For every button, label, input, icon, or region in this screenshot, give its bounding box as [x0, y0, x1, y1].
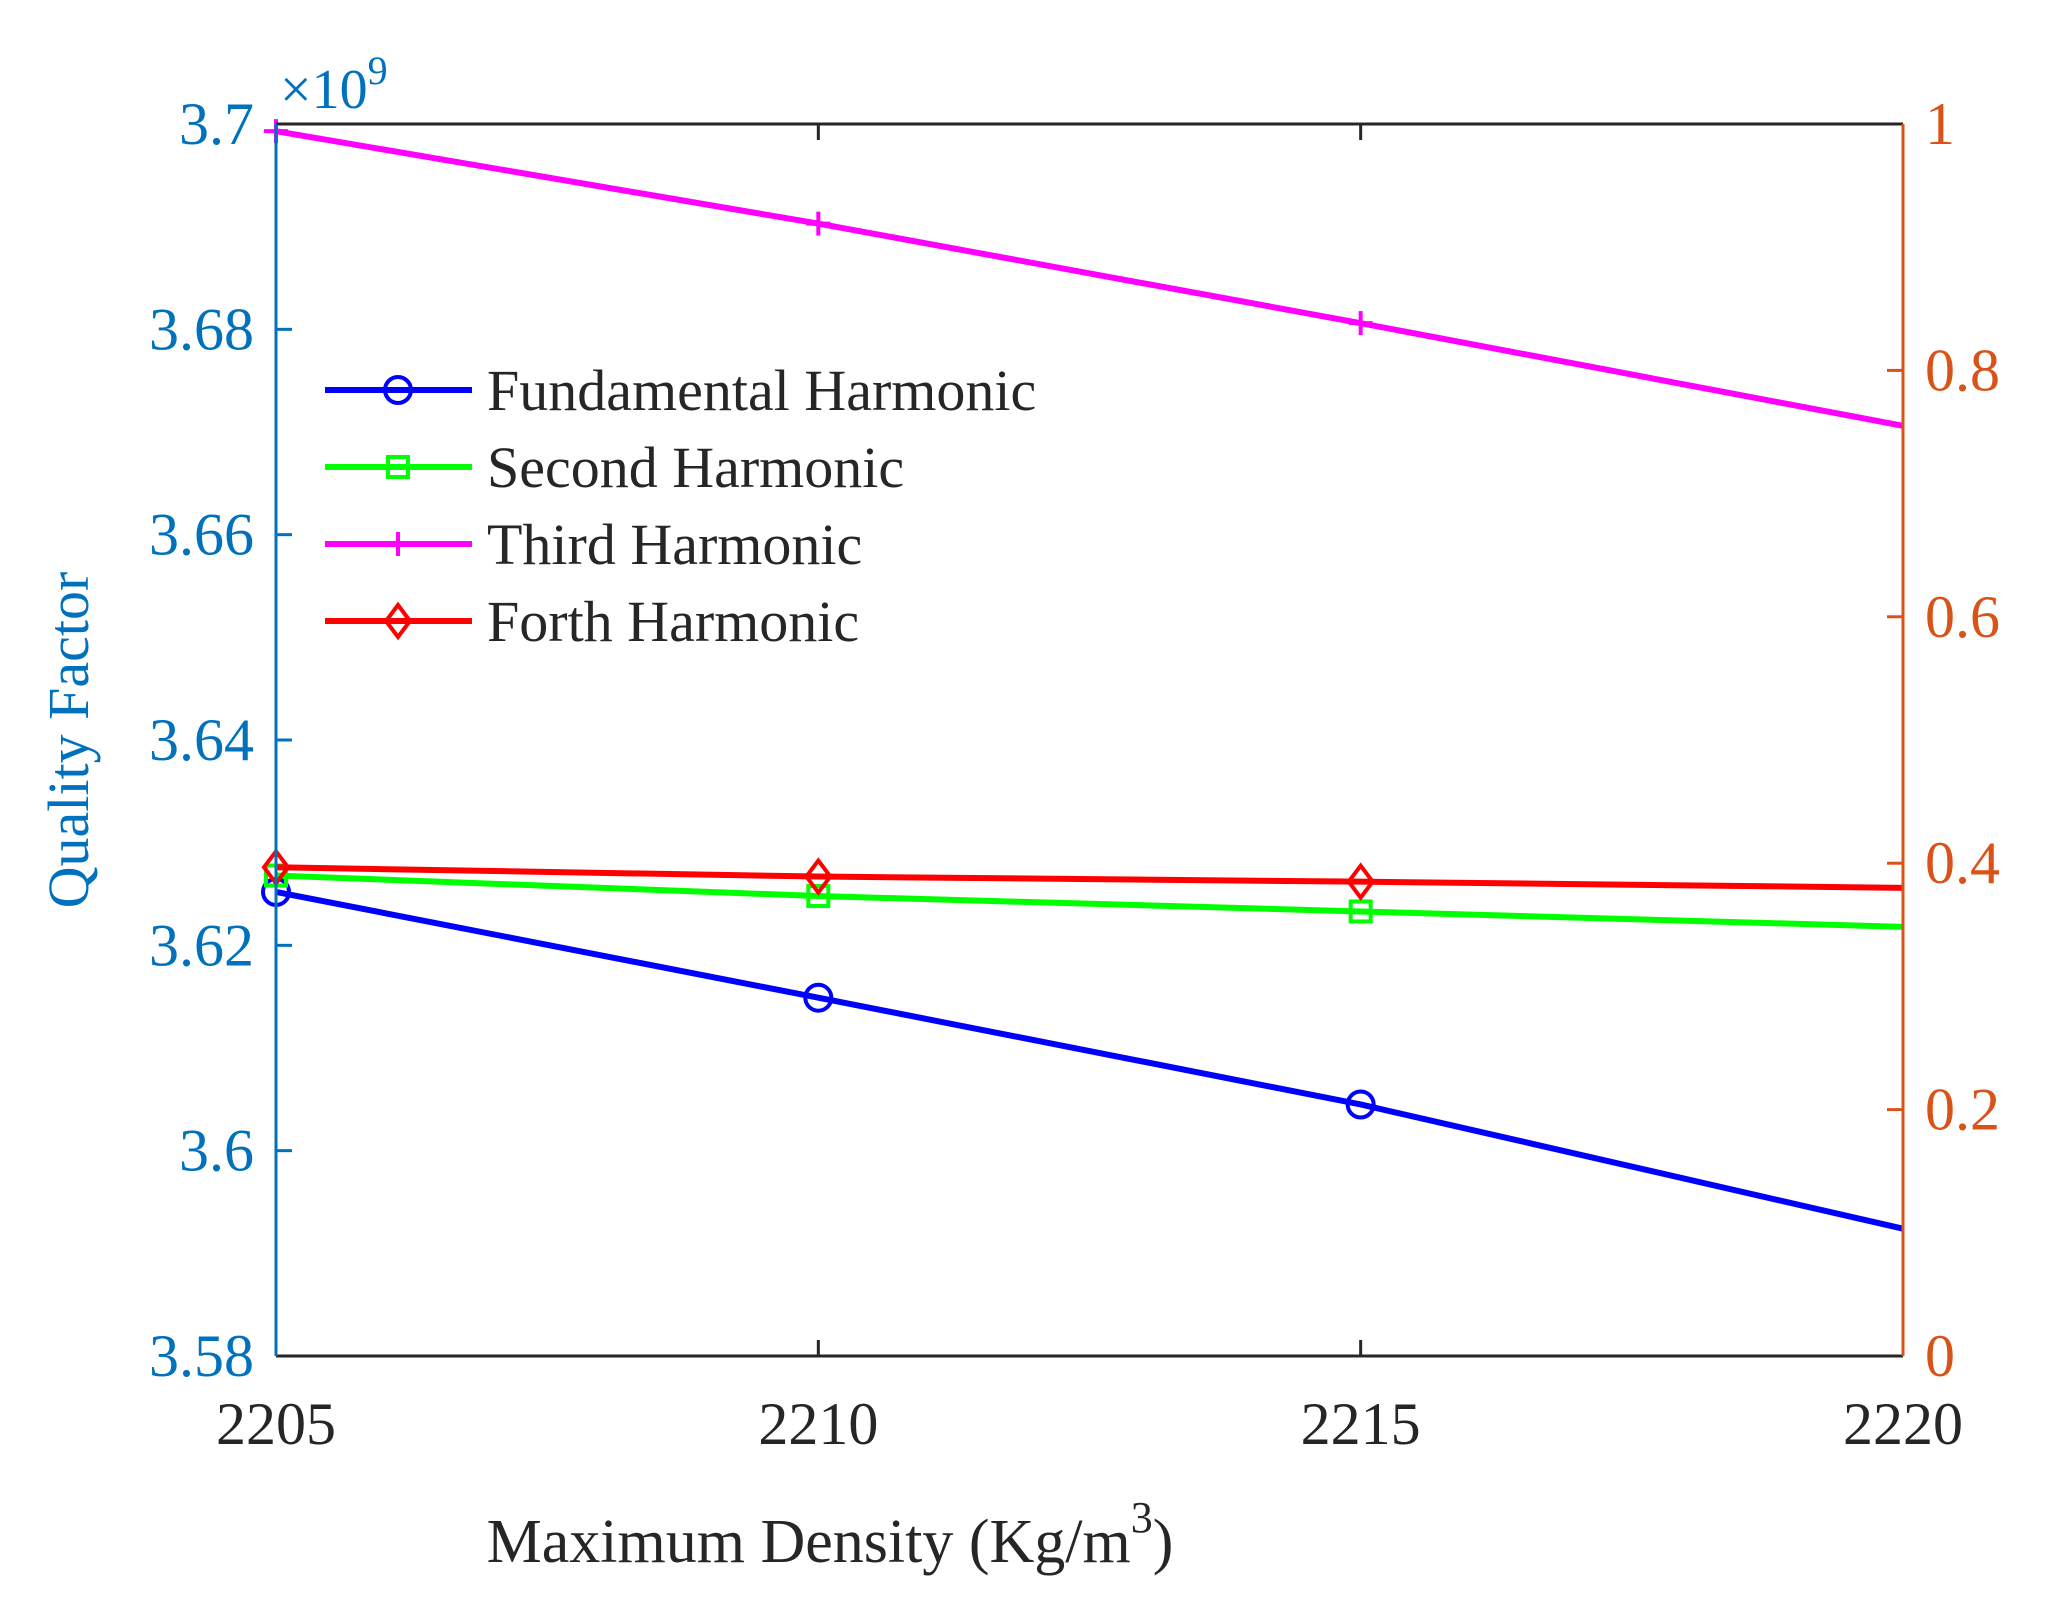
- y2-tick-label: 0: [1925, 1323, 1955, 1389]
- legend-entry-second-harmonic: Second Harmonic: [325, 435, 904, 500]
- y-tick-label: 3.6: [179, 1118, 254, 1184]
- x-tick-label: 2215: [1301, 1391, 1421, 1457]
- data-point-second-harmonic: [806, 884, 831, 909]
- legend: Fundamental Harmonic Second Harmonic Third…: [325, 358, 1036, 654]
- y2-tick-label: 0.8: [1925, 337, 2000, 403]
- legend-swatch-marker: [386, 532, 410, 556]
- legend-entry-fundamental-harmonic: Fundamental Harmonic: [325, 358, 1036, 423]
- legend-swatch-marker: [383, 375, 413, 405]
- legend-entry-third-harmonic: Third Harmonic: [325, 512, 862, 577]
- series-second-harmonic: [264, 863, 1904, 930]
- y-exponent-power: 9: [368, 48, 388, 93]
- x-tick-labels: 2205 2210 2215 2220: [216, 1391, 1963, 1457]
- series-line-second-harmonic: [275, 872, 1904, 930]
- legend-entry-forth-harmonic: Forth Harmonic: [325, 589, 859, 654]
- series-line-third-harmonic: [275, 128, 1904, 429]
- legend-label: Second Harmonic: [487, 435, 904, 500]
- legend-swatch-marker: [383, 601, 413, 641]
- y-tick-label: 3.62: [149, 912, 254, 978]
- tick-marks: [274, 122, 1905, 1358]
- data-point-fundamental-harmonic: [803, 982, 834, 1013]
- data-point-second-harmonic: [1348, 899, 1373, 924]
- data-point-third-harmonic: [806, 211, 831, 236]
- x-axis-label: Maximum Density (Kg/m3): [487, 1493, 1174, 1576]
- y-exponent-prefix: ×10: [280, 59, 368, 121]
- x-tick-label: 2220: [1843, 1391, 1963, 1457]
- y-tick-label: 3.58: [149, 1323, 254, 1389]
- y-tick-label: 3.66: [149, 502, 254, 568]
- data-point-forth-harmonic: [1346, 862, 1376, 902]
- x-tick-label: 2210: [758, 1391, 878, 1457]
- y2-tick-label: 0.6: [1925, 584, 2000, 650]
- series-line-forth-harmonic: [275, 864, 1904, 891]
- legend-swatch-marker: [386, 455, 410, 479]
- y-tick-label: 3.64: [149, 707, 254, 773]
- y-tick-label: 3.7: [179, 91, 254, 157]
- y2-tick-label: 1: [1925, 91, 1955, 157]
- series-line-fundamental-harmonic: [275, 889, 1904, 1232]
- y2-tick-label: 0.2: [1925, 1077, 2000, 1143]
- y-tick-label: 3.68: [149, 296, 254, 362]
- legend-label: Forth Harmonic: [487, 589, 859, 654]
- data-point-third-harmonic: [1348, 311, 1373, 336]
- x-axis-label-superscript: 3: [1131, 1493, 1153, 1542]
- y-tick-labels: 3.58 3.6 3.62 3.64 3.66 3.68 3.7: [149, 91, 254, 1389]
- y-axis-label: Quality Factor: [36, 572, 101, 909]
- data-point-forth-harmonic: [803, 857, 833, 896]
- legend-label: Third Harmonic: [487, 512, 862, 577]
- x-axis-label-main: Maximum Density (Kg/m: [487, 1508, 1131, 1576]
- data-point-fundamental-harmonic: [1345, 1089, 1376, 1120]
- x-tick-label: 2205: [216, 1391, 336, 1457]
- y2-tick-labels: 0 0.2 0.4 0.6 0.8 1: [1925, 91, 2000, 1389]
- y2-tick-label: 0.4: [1925, 830, 2000, 896]
- legend-label: Fundamental Harmonic: [487, 358, 1036, 423]
- x-axis-label-tail: ): [1153, 1508, 1174, 1576]
- y-axis-exponent-label: ×109: [280, 48, 388, 121]
